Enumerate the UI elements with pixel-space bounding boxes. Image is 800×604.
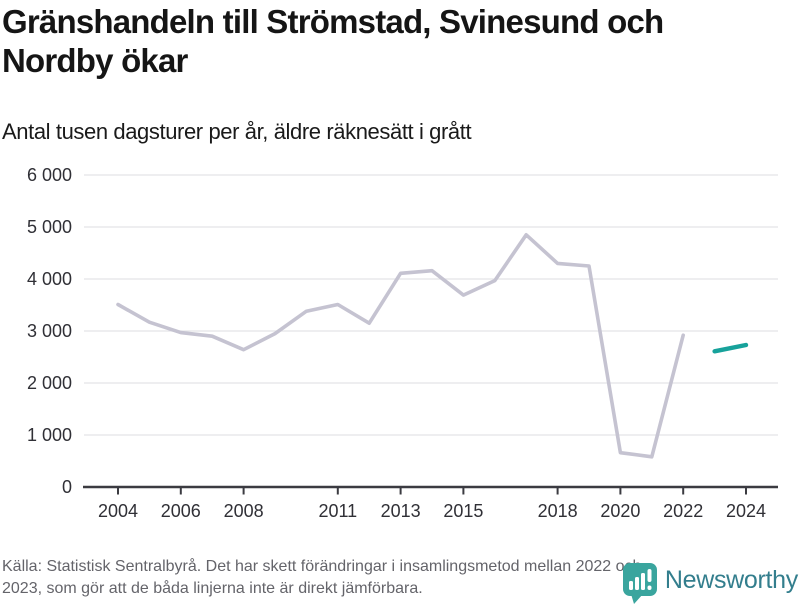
series-line-new-method: [712, 342, 749, 354]
x-tick-label: 2024: [726, 501, 766, 521]
x-tick-label: 2022: [663, 501, 703, 521]
y-tick-label: 1 000: [27, 425, 72, 445]
chart-area: 0 1 000 2 000 3 000 4 000 5 000 6 000 2004 2006 2…: [0, 160, 800, 532]
x-tick-label: 2011: [318, 501, 357, 521]
x-tick-label: 2013: [381, 501, 421, 521]
newsworthy-wordmark: Newsworthy: [664, 566, 798, 594]
chart-title-line-2: Nordby ökar: [2, 42, 188, 79]
chart-title: Gränshandeln till Strömstad, Svinesund o…: [2, 2, 798, 80]
x-tick-label: 2004: [98, 501, 138, 521]
chart-subtitle: Antal tusen dagsturer per år, äldre räkn…: [2, 119, 472, 144]
line-chart: 0 1 000 2 000 3 000 4 000 5 000 6 000 2004 2006 2…: [27, 165, 778, 521]
series-line-old-method: [116, 233, 686, 459]
x-tick-label: 2020: [600, 501, 640, 521]
y-tick-label: 3 000: [27, 321, 72, 341]
newsworthy-speech-bubble-bar-chart-icon: [622, 563, 657, 604]
chart-title-line-1: Gränshandeln till Strömstad, Svinesund o…: [2, 3, 664, 40]
y-tick-label: 5 000: [27, 217, 72, 237]
x-tick-label: 2006: [161, 501, 201, 521]
x-tick-label: 2018: [538, 501, 578, 521]
y-tick-label: 6 000: [27, 165, 72, 185]
y-tick-label: 0: [62, 477, 72, 497]
newsworthy-logo: Newsworthy: [622, 562, 798, 604]
y-tick-label: 2 000: [27, 373, 72, 393]
x-tick-label: 2015: [443, 501, 483, 521]
y-tick-label: 4 000: [27, 269, 72, 289]
x-tick-label: 2008: [224, 501, 264, 521]
source-note: Källa: Statistisk Sentralbyrå. Det har s…: [2, 558, 642, 597]
